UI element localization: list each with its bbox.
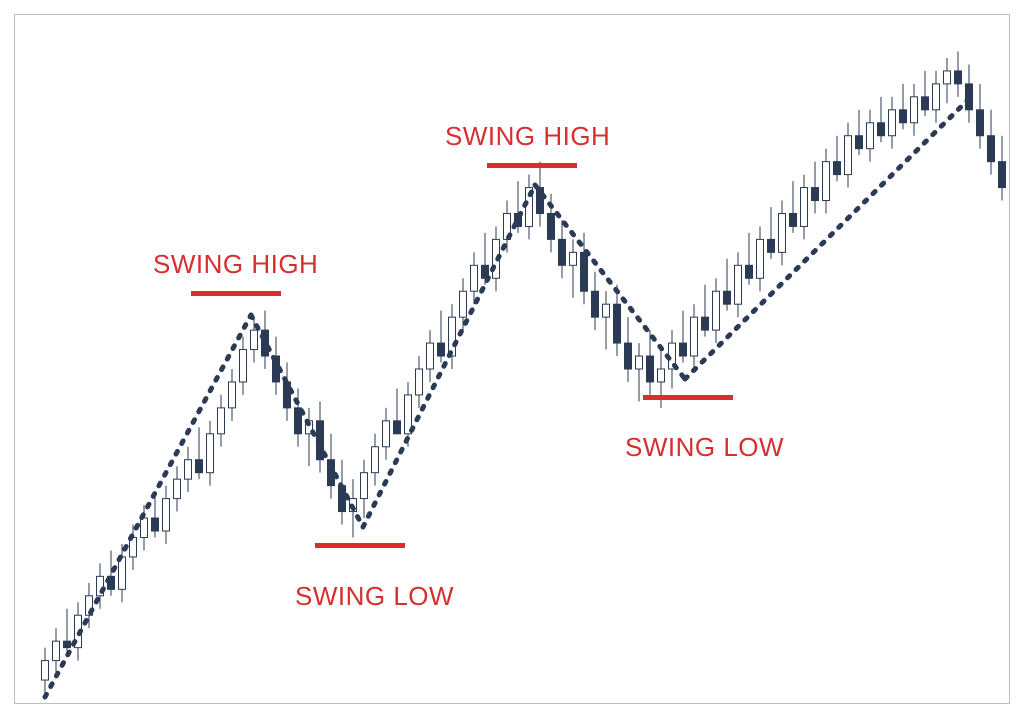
swing-marker-sl2 bbox=[643, 395, 733, 400]
swing-label-sl1: SWING LOW bbox=[295, 581, 454, 612]
swing-label-sh2: SWING HIGH bbox=[445, 121, 610, 152]
swing-marker-sl1 bbox=[315, 543, 405, 548]
swing-label-sh1: SWING HIGH bbox=[153, 249, 318, 280]
chart-frame: SWING HIGH SWING LOW SWING HIGH SWING LOW bbox=[14, 14, 1010, 704]
swing-label-sl2: SWING LOW bbox=[625, 432, 784, 463]
swing-marker-sh1 bbox=[191, 291, 281, 296]
candlestick-chart bbox=[15, 15, 1009, 703]
trend-lines-group bbox=[45, 93, 975, 697]
swing-marker-sh2 bbox=[487, 163, 577, 168]
